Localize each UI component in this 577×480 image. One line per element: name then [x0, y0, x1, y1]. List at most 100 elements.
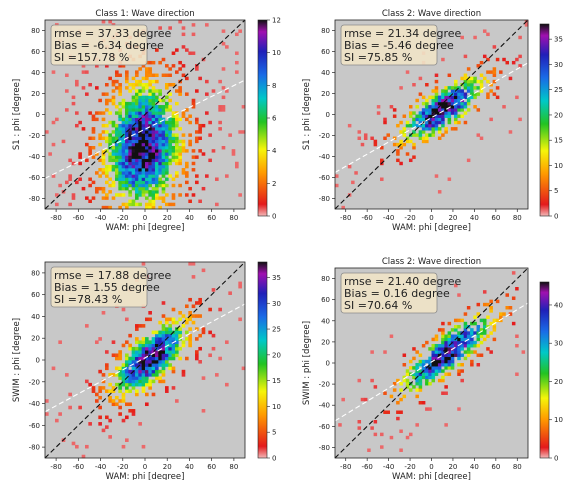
colorbar	[539, 281, 550, 459]
heatmap-cell	[221, 146, 226, 150]
heatmap-cell	[473, 95, 477, 100]
heatmap-cell	[357, 426, 362, 430]
heatmap-cell	[141, 89, 146, 93]
heatmap-cell	[155, 136, 159, 140]
heatmap-cell	[421, 114, 426, 118]
heatmap-cell	[168, 366, 172, 371]
heatmap-cell	[81, 186, 86, 191]
heatmap-cell	[198, 346, 202, 351]
heatmap-cell	[188, 317, 192, 322]
heatmap-cell	[148, 317, 152, 322]
heatmap-cell	[421, 117, 426, 122]
heatmap-cell	[508, 130, 513, 134]
heatmap-cell	[118, 111, 122, 115]
heatmap-cell	[108, 152, 112, 156]
heatmap-cell	[128, 155, 132, 159]
heatmap-cell	[141, 101, 146, 106]
heatmap-cell	[121, 64, 126, 68]
heatmap-cell	[482, 76, 487, 81]
heatmap-cell	[145, 363, 149, 367]
heatmap-cell	[408, 111, 413, 115]
heatmap-cell	[155, 193, 159, 197]
heatmap-cell	[111, 95, 116, 100]
heatmap-cell	[168, 130, 172, 134]
heatmap-cell	[108, 399, 112, 403]
heatmap-cell	[454, 325, 458, 329]
heatmap-cell	[470, 95, 474, 100]
heatmap-cell	[425, 108, 429, 112]
heatmap-cell	[425, 127, 429, 131]
heatmap-cell	[125, 123, 129, 128]
x-tick-label: -40	[383, 463, 394, 471]
heatmap-cell	[425, 136, 429, 140]
heatmap-cell	[165, 386, 169, 390]
heatmap-cell	[444, 92, 448, 96]
heatmap-cell	[141, 382, 146, 387]
heatmap-cell	[121, 399, 126, 403]
heatmap-cell	[460, 114, 464, 118]
heatmap-cell	[121, 127, 126, 131]
heatmap-cell	[454, 328, 458, 332]
heatmap-cell	[101, 92, 106, 96]
heatmap-cell	[148, 177, 152, 181]
heatmap-cell	[454, 95, 458, 100]
colorbar-tick-label: 0	[554, 455, 558, 463]
heatmap-cell	[138, 366, 142, 371]
heatmap-cell	[447, 321, 452, 326]
heatmap-cell	[148, 386, 152, 390]
heatmap-cell	[479, 136, 484, 140]
heatmap-cell	[470, 86, 474, 90]
heatmap-cell	[138, 343, 142, 348]
heatmap-cell	[58, 183, 62, 188]
heatmap-cell	[135, 369, 139, 374]
heatmap-cell	[118, 161, 122, 166]
heatmap-cell	[399, 86, 403, 90]
heatmap-cell	[135, 177, 139, 181]
heatmap-cell	[118, 73, 122, 77]
heatmap-cell	[447, 114, 452, 118]
colorbar-tick-label: 30	[554, 61, 563, 69]
heatmap-cell	[454, 83, 458, 87]
heatmap-cell	[115, 168, 119, 172]
heatmap-cell	[155, 98, 159, 103]
colorbar-tick-label: 5	[554, 187, 558, 195]
stats-box	[340, 272, 438, 314]
heatmap-cell	[457, 334, 461, 338]
heatmap-cell	[158, 205, 162, 210]
colorbar-tick-label: 10	[554, 162, 563, 170]
heatmap-cell	[399, 161, 403, 166]
heatmap-cell	[466, 79, 471, 84]
heatmap-cell	[188, 139, 192, 144]
heatmap-cell	[178, 60, 182, 65]
heatmap-cell	[185, 149, 189, 153]
heatmap-cell	[118, 142, 122, 147]
heatmap-cell	[241, 130, 246, 134]
heatmap-cell	[121, 101, 126, 106]
heatmap-cell	[161, 98, 166, 103]
heatmap-cell	[155, 190, 159, 194]
heatmap-cell	[165, 340, 169, 344]
heatmap-cell	[466, 67, 471, 71]
x-tick-label: 60	[491, 214, 500, 222]
heatmap-cell	[138, 369, 142, 374]
heatmap-cell	[454, 318, 458, 323]
heatmap-cell	[161, 350, 166, 354]
heatmap-cell	[131, 114, 136, 118]
heatmap-cell	[428, 375, 432, 380]
heatmap-cell	[175, 152, 179, 156]
heatmap-cell	[444, 89, 448, 93]
heatmap-cell	[178, 330, 182, 335]
y-tick-label: 60	[31, 291, 40, 299]
heatmap-cell	[118, 356, 122, 361]
heatmap-cell	[121, 146, 126, 150]
heatmap-cell	[108, 111, 112, 115]
heatmap-cell	[437, 108, 442, 112]
heatmap-cell	[128, 369, 132, 374]
identity-line	[334, 19, 529, 210]
heatmap-cell	[105, 83, 109, 87]
heatmap-cell	[470, 89, 474, 93]
x-tick-label: -60	[361, 463, 372, 471]
y-tick-label: -40	[29, 153, 40, 161]
heatmap-cell	[447, 356, 452, 361]
heatmap-cell	[479, 318, 484, 323]
